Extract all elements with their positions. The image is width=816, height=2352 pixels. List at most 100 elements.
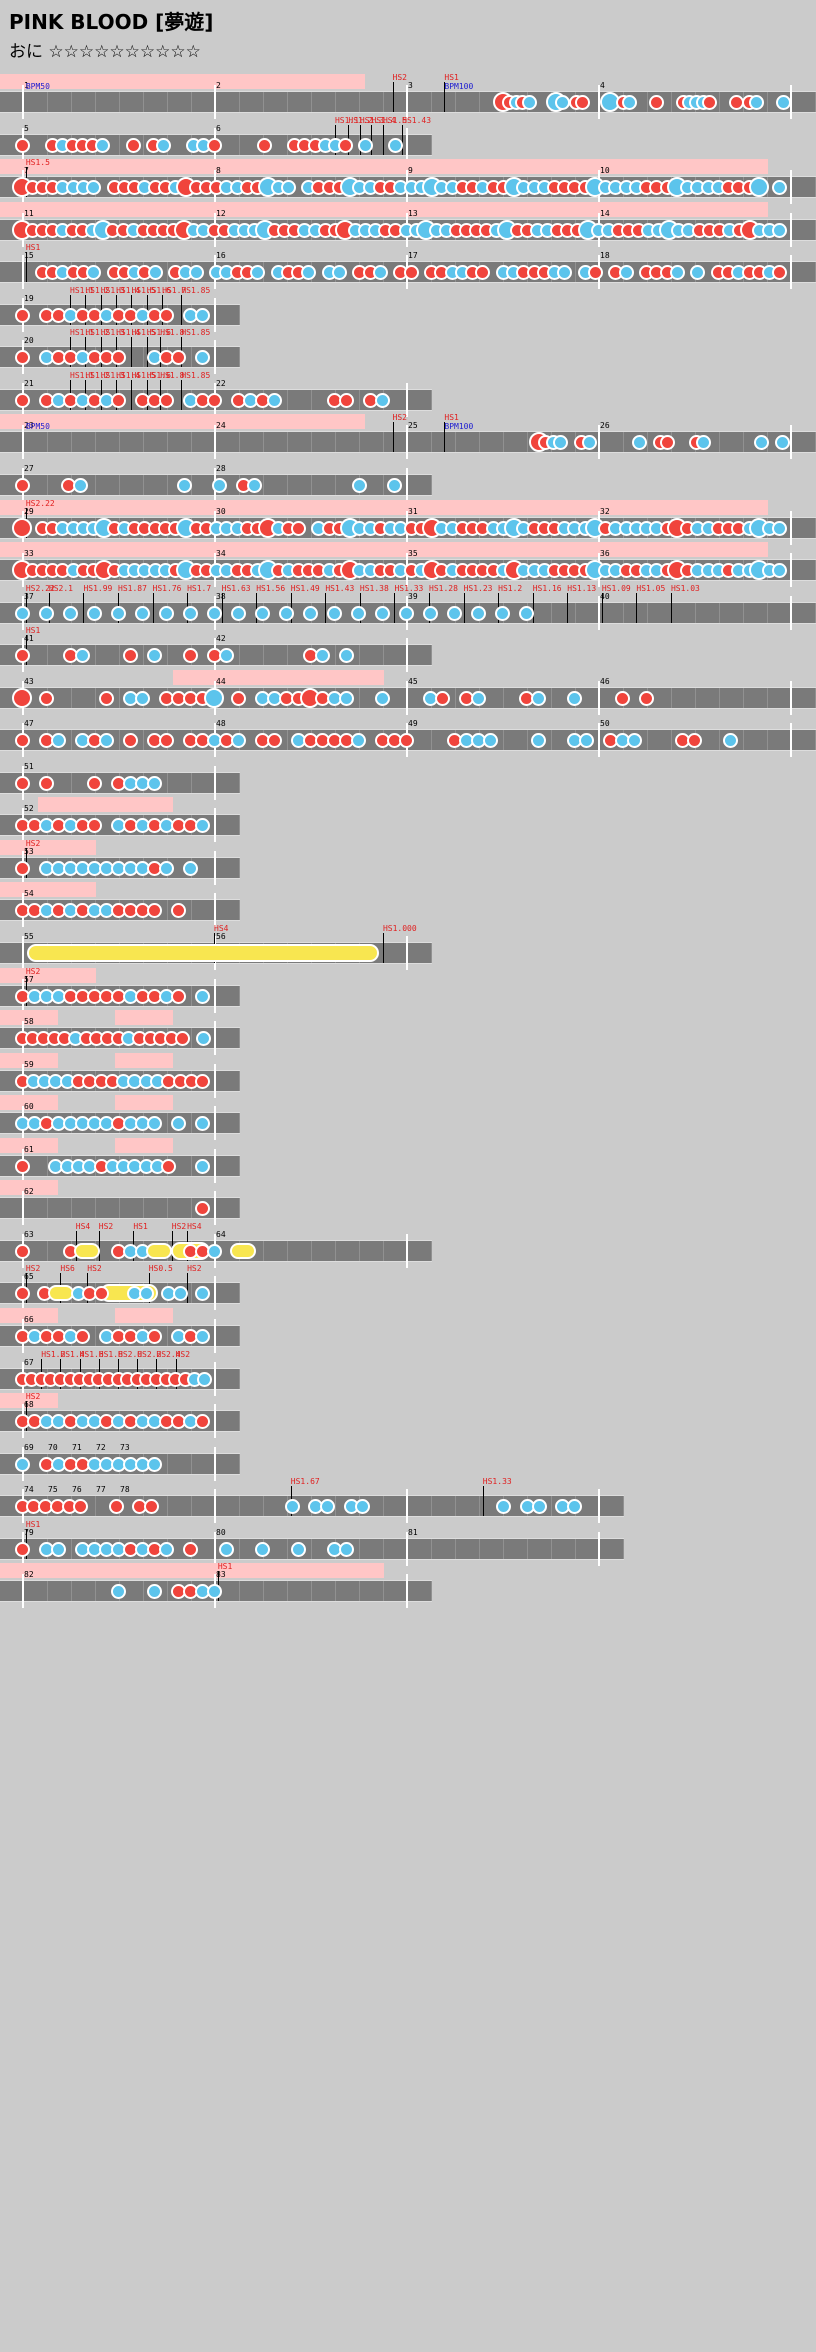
scroll-speed-label: HS1.5 — [131, 328, 156, 337]
measure-number: 11 — [24, 209, 34, 218]
event-marker — [463, 593, 465, 623]
ka-note — [350, 605, 366, 621]
scroll-speed-label: HS1.2 — [85, 371, 110, 380]
bar-line — [214, 1362, 216, 1396]
scroll-speed-label: HS2.4 — [156, 1350, 181, 1359]
event-marker — [444, 422, 446, 452]
event-marker — [181, 295, 183, 325]
ka-note — [110, 605, 126, 621]
measure-number: 1 — [24, 81, 29, 90]
ka-note — [338, 647, 354, 663]
scroll-speed-label: HS1.38 — [359, 584, 389, 593]
bar-line — [406, 681, 408, 715]
measure-number: 47 — [24, 719, 34, 728]
scroll-speed-label: HS2 — [25, 1264, 41, 1273]
ka-note — [557, 264, 573, 280]
ka-note — [696, 434, 712, 450]
measure-number: 68 — [24, 1400, 34, 1409]
measure-number: 57 — [24, 975, 34, 984]
bar-line — [214, 766, 216, 800]
scroll-speed-label: HS1.3 — [359, 116, 384, 125]
scroll-speed-label: HS1.33 — [394, 584, 424, 593]
bar-line — [406, 1234, 408, 1268]
don-note — [14, 1243, 30, 1259]
measure-number: 77 — [96, 1485, 106, 1494]
scroll-speed-label: HS1.1 — [334, 116, 360, 125]
drumroll-note — [146, 1243, 172, 1259]
scroll-speed-label: HS1.6 — [79, 1350, 104, 1359]
don-note — [266, 732, 282, 748]
scroll-speed-label: HS1.63 — [221, 584, 251, 593]
scroll-speed-label: HS2 — [25, 1392, 41, 1401]
measure-number: 62 — [24, 1187, 34, 1196]
bar-line — [214, 979, 216, 1013]
bpm-label: BPM50 — [25, 82, 50, 91]
ka-note — [690, 264, 706, 280]
ka-note — [146, 1456, 162, 1472]
measure-number: 24 — [216, 421, 226, 430]
don-note — [638, 690, 654, 706]
scroll-speed-label: HS1.67 — [290, 1477, 320, 1486]
scroll-speed-label: HS1.1 — [70, 286, 95, 295]
difficulty-stars: おに ☆☆☆☆☆☆☆☆☆☆ — [9, 42, 201, 62]
scroll-speed-label: HS1.28 — [429, 584, 458, 593]
bar-line — [790, 596, 792, 630]
ka-note — [290, 1541, 306, 1557]
ka-note — [194, 1328, 210, 1344]
ka-note — [482, 732, 498, 748]
event-marker — [221, 593, 223, 623]
scroll-speed-label: HS1.6 — [146, 286, 171, 295]
event-marker — [394, 593, 396, 623]
ka-note — [722, 732, 738, 748]
don-note — [86, 775, 102, 791]
measure-number: 27 — [24, 464, 34, 473]
don-note — [14, 1541, 30, 1557]
don-note — [14, 349, 30, 365]
ka-note — [320, 1498, 336, 1514]
ka-note — [566, 1498, 582, 1514]
don-note — [475, 264, 491, 280]
scroll-speed-label: HS2.2 — [137, 1350, 162, 1359]
ka-note — [618, 264, 634, 280]
scroll-speed-label: HS1 — [444, 413, 459, 422]
ka-note — [566, 690, 582, 706]
ka-note — [388, 137, 404, 153]
scroll-speed-label: HS1.16 — [532, 584, 562, 593]
don-note — [158, 732, 174, 748]
bar-line — [22, 1191, 24, 1225]
ka-note — [626, 732, 642, 748]
event-marker — [601, 593, 603, 623]
ka-note — [398, 605, 414, 621]
measure-number: 13 — [408, 209, 418, 218]
measure-number: 83 — [216, 1570, 226, 1579]
ka-note — [177, 477, 193, 493]
don-note — [434, 690, 450, 706]
don-note — [143, 1498, 159, 1514]
go-go-time-band — [115, 1010, 173, 1025]
go-go-time-band — [0, 500, 768, 515]
don-note — [14, 137, 30, 153]
bpm-label: BPM50 — [25, 422, 50, 431]
scroll-speed-label: HS2 — [392, 73, 407, 82]
don-note — [686, 732, 702, 748]
don-note — [14, 477, 30, 493]
ka-note — [622, 94, 638, 110]
measure-number: 38 — [216, 592, 226, 601]
event-marker — [636, 593, 638, 623]
ka-note — [95, 137, 111, 153]
scroll-speed-label: HS1.85 — [181, 371, 211, 380]
measure-number: 14 — [600, 209, 610, 218]
measure-number: 56 — [216, 932, 226, 941]
don-note — [194, 1200, 210, 1216]
scroll-speed-label: HS1.5 — [25, 158, 50, 167]
bpm-label: BPM100 — [444, 82, 474, 91]
don-note — [230, 690, 246, 706]
measure-number: 48 — [216, 719, 226, 728]
ka-note — [522, 94, 538, 110]
event-marker — [325, 593, 327, 623]
go-go-time-band — [0, 968, 96, 983]
ka-note — [86, 179, 102, 195]
drumroll-note — [74, 1243, 100, 1259]
don-note — [587, 264, 603, 280]
measure-number: 59 — [24, 1060, 34, 1069]
